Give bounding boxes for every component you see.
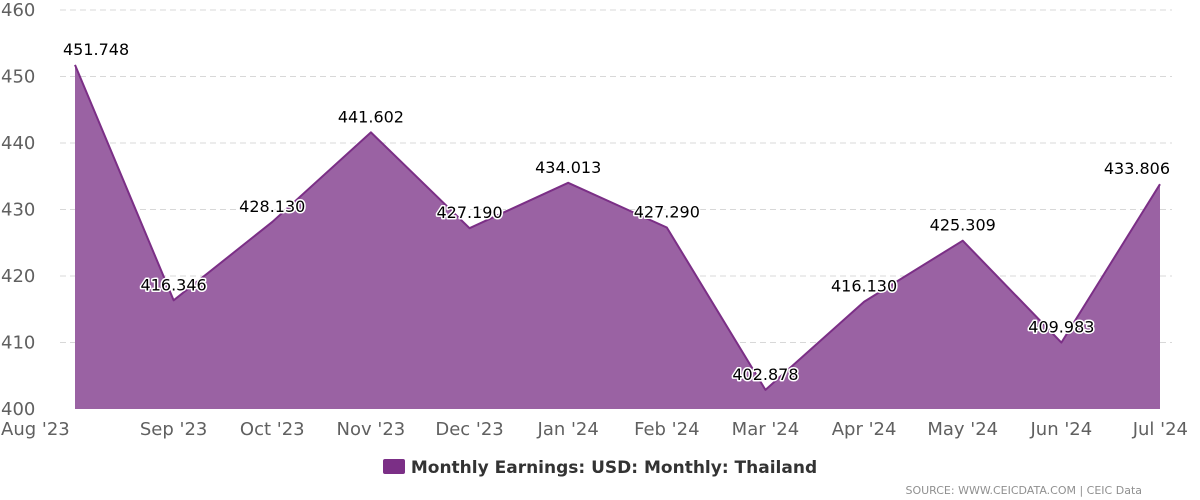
series-line (74, 64, 1161, 391)
legend-label: Monthly Earnings: USD: Monthly: Thailand (410, 458, 818, 478)
x-tick-label: Sep '23 (140, 419, 208, 440)
x-tick-label: Apr '24 (832, 419, 897, 440)
x-tick-label: Oct '23 (240, 419, 305, 440)
data-label: 441.602 (338, 107, 404, 126)
x-tick-label: Mar '24 (732, 419, 800, 440)
data-point[interactable] (762, 387, 768, 393)
data-label: 416.346 (141, 275, 207, 294)
data-point[interactable] (171, 297, 177, 303)
data-label: 427.190 (436, 203, 502, 222)
x-axis-ticks: Aug '23 Sep '23 Oct '23 Nov '23 Dec '23 Jan '… (1, 419, 1188, 440)
x-tick-label: Feb '24 (634, 419, 699, 440)
x-tick-label: Nov '23 (337, 419, 406, 440)
data-label: 416.130 (831, 277, 897, 296)
y-tick-label: 430 (1, 200, 35, 221)
y-tick-label: 410 (1, 333, 35, 354)
data-label: 434.013 (535, 158, 601, 177)
y-tick-label: 440 (1, 133, 35, 154)
data-label: 425.309 (930, 216, 996, 235)
data-label: 433.806 (1104, 159, 1170, 178)
data-point[interactable] (269, 219, 275, 225)
data-point[interactable] (72, 62, 78, 68)
x-tick-label: Jan '24 (537, 419, 599, 440)
data-label: 428.130 (239, 197, 305, 216)
y-tick-label: 450 (1, 67, 35, 88)
data-point[interactable] (565, 180, 571, 186)
credits: SOURCE: WWW.CEICDATA.COM | CEIC Data (905, 484, 1142, 497)
y-tick-label: 460 (1, 0, 35, 21)
series-area (72, 62, 1163, 410)
x-tick-label: Jul '24 (1132, 419, 1188, 440)
legend[interactable]: Monthly Earnings: USD: Monthly: Thailand (0, 458, 1200, 478)
data-point[interactable] (664, 225, 670, 231)
y-tick-label: 420 (1, 266, 35, 287)
data-point[interactable] (467, 225, 473, 231)
data-point[interactable] (960, 238, 966, 244)
data-label: 427.290 (634, 203, 700, 222)
x-tick-label: Jun '24 (1030, 419, 1093, 440)
series-area-fill (75, 64, 1160, 410)
data-label: 409.983 (1028, 318, 1094, 337)
data-label: 402.878 (732, 365, 798, 384)
data-label: 451.748 (63, 40, 129, 59)
y-tick-label: 400 (1, 399, 35, 420)
data-point[interactable] (1058, 340, 1064, 346)
x-tick-label: May '24 (927, 419, 998, 440)
data-point[interactable] (861, 299, 867, 305)
x-tick-label: Dec '23 (435, 419, 503, 440)
data-point[interactable] (368, 129, 374, 135)
data-labels: 451.748 416.346 428.130 441.602 427.190 434.0… (62, 38, 1172, 385)
y-axis-ticks: 400 410 420 430 440 450 460 (1, 0, 35, 420)
x-tick-label: Aug '23 (1, 419, 70, 440)
legend-swatch (382, 459, 405, 474)
data-point[interactable] (1157, 181, 1163, 187)
